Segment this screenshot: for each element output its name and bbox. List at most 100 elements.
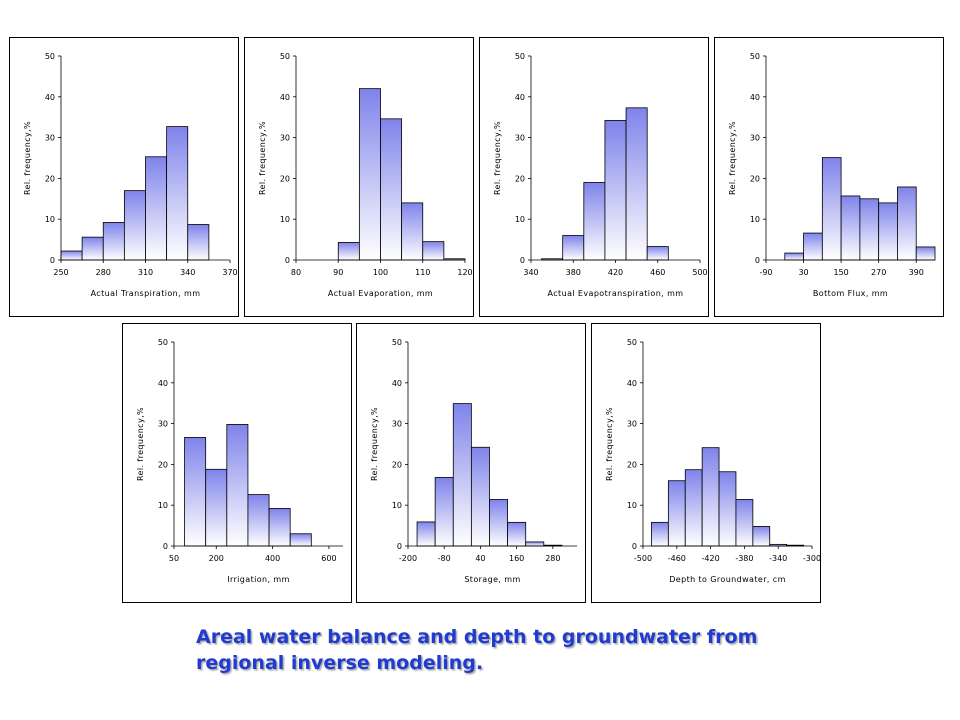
histogram-bar [401, 202, 424, 261]
x-tick-label: -80 [438, 554, 451, 563]
histogram-bar [646, 246, 669, 261]
y-tick-label: 0 [50, 256, 55, 265]
y-tick-label: 20 [392, 460, 402, 469]
y-axis-title: Rel. frequency,% [493, 121, 502, 195]
histogram-bar [247, 494, 270, 547]
y-tick-label: 10 [750, 215, 760, 224]
y-tick-label: 20 [280, 174, 290, 183]
x-axis-title: Storage, mm [464, 575, 520, 584]
y-axis-title: Rel. frequency,% [23, 121, 32, 195]
histogram-bar [878, 202, 898, 261]
y-axis-title: Rel. frequency,% [605, 407, 614, 481]
y-tick-label: 10 [45, 215, 55, 224]
histogram-bottom-flux: 0 10 20 30 40 50 -90 30 150 270 390 Bottom Flux, mm… [728, 52, 936, 298]
y-tick-label: 10 [280, 215, 290, 224]
histogram-bar [434, 477, 454, 547]
x-tick-label: 390 [909, 268, 924, 277]
histogram-bar [226, 424, 249, 547]
x-tick-label: -380 [735, 554, 753, 563]
histogram-bar [583, 182, 606, 261]
y-tick-label: 10 [627, 501, 637, 510]
y-tick-label: 0 [163, 542, 168, 551]
x-tick-label: 600 [321, 554, 336, 563]
x-tick-label: 500 [692, 268, 707, 277]
histogram-storage: 0 10 20 30 40 50 -200 -80 40 160 280 Storage, mm Rel… [370, 338, 577, 584]
histogram-bar [489, 499, 508, 547]
x-axis-title: Irrigation, mm [227, 575, 290, 584]
x-tick-label: 460 [650, 268, 665, 277]
x-tick-label: -300 [803, 554, 821, 563]
y-tick-label: 50 [280, 52, 290, 61]
histogram-bar [380, 118, 403, 261]
y-tick-label: 0 [520, 256, 525, 265]
histogram-bar [651, 521, 669, 547]
histogram-bar [416, 521, 436, 547]
y-tick-label: 40 [158, 379, 168, 388]
histogram-bar [684, 469, 703, 547]
histogram-bar [604, 120, 627, 261]
histogram-bar [184, 437, 207, 547]
histogram-bar [507, 521, 527, 547]
y-tick-label: 40 [280, 93, 290, 102]
histogram-bar [701, 447, 720, 547]
x-tick-label: 340 [523, 268, 538, 277]
x-tick-label: 280 [545, 554, 560, 563]
histogram-bar [452, 403, 472, 547]
histogram-bar [166, 126, 189, 261]
x-tick-label: -420 [702, 554, 720, 563]
y-tick-label: 0 [632, 542, 637, 551]
y-tick-label: 40 [45, 93, 55, 102]
histogram-bar [102, 222, 125, 261]
y-tick-label: 0 [755, 256, 760, 265]
y-tick-label: 50 [627, 338, 637, 347]
y-tick-label: 40 [515, 93, 525, 102]
x-axis-title: Actual Transpiration, mm [91, 289, 201, 298]
histogram-irrigation: 0 10 20 30 40 50 50 200 400 600 Irrigation, mm Rel.… [136, 338, 343, 584]
y-tick-label: 40 [750, 93, 760, 102]
histogram-bar [422, 241, 445, 261]
x-tick-label: 160 [509, 554, 524, 563]
histogram-bar [821, 157, 842, 261]
x-tick-label: -340 [769, 554, 787, 563]
x-tick-label: 80 [291, 268, 301, 277]
x-tick-label: 270 [871, 268, 886, 277]
x-tick-label: 200 [209, 554, 224, 563]
x-tick-label: -90 [759, 268, 772, 277]
y-axis-title: Rel. frequency,% [728, 121, 737, 195]
histogram-bar [915, 246, 936, 261]
y-tick-label: 30 [280, 134, 290, 143]
y-tick-label: 10 [158, 501, 168, 510]
histogram-panel-depth-to-groundwater: 0 10 20 30 40 50 -500 -460 -420 -380 -340 -300 Depth… [591, 323, 821, 603]
x-tick-label: 310 [138, 268, 153, 277]
histogram-bar [145, 156, 168, 261]
x-tick-label: -500 [634, 554, 652, 563]
histogram-actual-evapotranspiration: 0 10 20 30 40 50 340 380 420 460 500 Actual Evapotr… [493, 52, 708, 298]
histogram-bar [562, 235, 585, 261]
histogram-actual-transpiration: 0 10 20 30 40 50 250 280 310 340 370 Actual Transpi… [23, 52, 238, 298]
y-tick-label: 40 [627, 379, 637, 388]
y-tick-label: 30 [750, 134, 760, 143]
x-tick-label: -460 [668, 554, 686, 563]
histogram-panel-irrigation: 0 10 20 30 40 50 50 200 400 600 Irrigation, mm Rel.… [122, 323, 352, 603]
x-tick-label: 340 [180, 268, 195, 277]
histogram-panel-storage: 0 10 20 30 40 50 -200 -80 40 160 280 Storage, mm Rel… [356, 323, 586, 603]
y-tick-label: 20 [515, 174, 525, 183]
x-axis-title: Actual Evaporation, mm [328, 289, 433, 298]
x-tick-label: 250 [53, 268, 68, 277]
y-tick-label: 50 [515, 52, 525, 61]
histogram-bar [358, 88, 381, 261]
histogram-bar [123, 190, 146, 261]
y-tick-label: 50 [45, 52, 55, 61]
y-axis-title: Rel. frequency,% [258, 121, 267, 195]
y-tick-label: 30 [158, 420, 168, 429]
y-tick-label: 20 [750, 174, 760, 183]
y-tick-label: 10 [515, 215, 525, 224]
x-tick-label: 40 [475, 554, 485, 563]
y-axis-title: Rel. frequency,% [370, 407, 379, 481]
histogram-panel-bottom-flux: 0 10 20 30 40 50 -90 30 150 270 390 Bottom Flux, mm… [714, 37, 944, 317]
histogram-bar [752, 526, 771, 547]
histogram-bar [840, 195, 861, 261]
x-axis-title: Actual Evapotranspiration, mm [548, 289, 684, 298]
y-tick-label: 30 [515, 134, 525, 143]
histogram-bar [337, 242, 360, 261]
